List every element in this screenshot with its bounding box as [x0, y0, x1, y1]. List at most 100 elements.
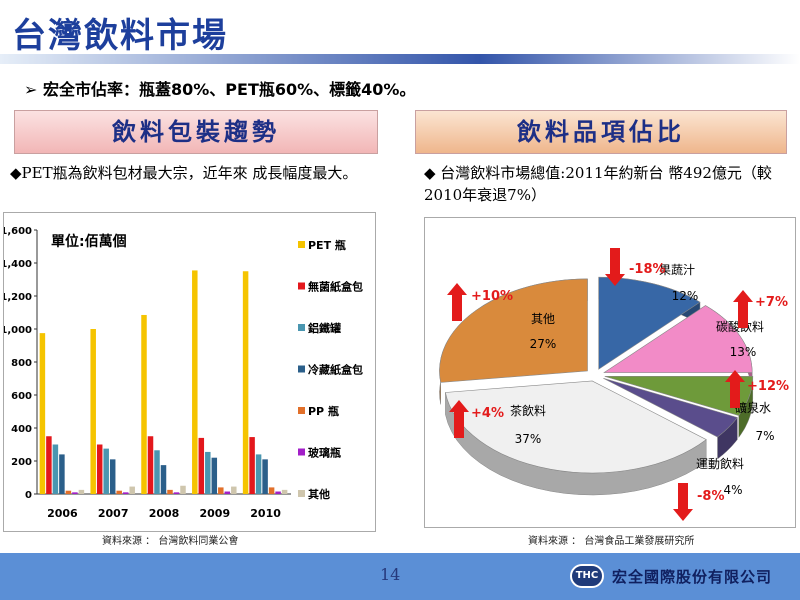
company-logo: THC — [570, 564, 604, 588]
legend-swatch — [298, 448, 305, 456]
bar-2009-冷藏紙盒包 — [211, 457, 218, 494]
bar-2010-無菌紙盒包 — [249, 437, 255, 494]
y-tick-label: 1,200 — [4, 292, 32, 303]
pie-tops — [439, 276, 754, 474]
bar-2007-冷藏紙盒包 — [109, 459, 116, 494]
bar-2008-冷藏紙盒包 — [160, 465, 167, 494]
unit-annotation: 單位:佰萬個 — [51, 233, 127, 250]
bar-2007-鋁鐵罐 — [103, 448, 109, 494]
x-tick-label: 2010 — [250, 507, 281, 520]
pie-percent: 4% — [723, 483, 742, 497]
legend-swatch — [298, 282, 305, 290]
bar-2007-其他 — [129, 486, 135, 494]
bar-2009-鋁鐵罐 — [205, 451, 211, 494]
pie-slice-果蔬汁 — [598, 276, 701, 370]
pie-change-label: -8% — [697, 489, 724, 504]
bar-2006-PP 瓶 — [65, 490, 72, 494]
legend-swatch — [298, 490, 305, 497]
bar-2008-玻璃瓶 — [173, 492, 180, 494]
packaging-bar-chart-panel: 0 200 400 600 800 1,000 1,200 1,400 1,600 單位:佰萬個 2… — [0, 212, 376, 532]
pie-label: 茶飲料 — [510, 403, 546, 418]
page-number: 14 — [380, 565, 401, 584]
packaging-trend-bullet: ◆PET瓶為飲料包材最大宗，近年來 成長幅度最大。 — [10, 164, 358, 182]
market-share-line: ➢ 宏全市佔率：瓶蓋80%、PET瓶60%、標籤40%。 — [24, 76, 415, 100]
bar-2010-玻璃瓶 — [275, 491, 281, 494]
packaging-bar-chart: 0 200 400 600 800 1,000 1,200 1,400 1,600 單位:佰萬個 2… — [0, 226, 363, 520]
bar-2006-無菌紙盒包 — [46, 436, 52, 494]
bar-2008-其他 — [180, 485, 186, 494]
pie-change-label: +7% — [755, 295, 788, 310]
bar-2010-其他 — [281, 489, 288, 494]
pie-label: 果蔬汁 — [659, 263, 695, 277]
bar-2010-PP 瓶 — [268, 487, 275, 494]
pie-slice-運動飲料 — [603, 378, 738, 438]
source-note-left: 資料來源 ： 台灣飲料同業公會 — [102, 536, 239, 547]
market-share-text: 宏全市佔率：瓶蓋80%、PET瓶60%、標籤40%。 — [42, 80, 416, 99]
pie-percent: 12% — [672, 289, 699, 303]
pie-label: 運動飲料 — [696, 456, 744, 471]
bar-2009-PP 瓶 — [218, 487, 224, 494]
company-name: 宏全國際股份有限公司 — [612, 568, 773, 586]
pie-label: 其他 — [531, 312, 555, 326]
arrow-bullet-icon: ➢ — [24, 80, 38, 99]
x-tick-label: 2007 — [98, 507, 129, 520]
pie-slice-碳酸飲料 — [603, 305, 753, 373]
legend-label: 無菌紙盒包 — [308, 280, 363, 294]
y-tick-label: 1,400 — [4, 259, 32, 270]
bar-2010-冷藏紙盒包 — [262, 459, 268, 494]
bar-2007-無菌紙盒包 — [96, 444, 103, 494]
y-tick-label: 0 — [25, 490, 32, 501]
y-tick-label: 400 — [11, 424, 32, 435]
pie-change-label: +4% — [471, 406, 504, 421]
bar-2009-PET 瓶 — [192, 270, 198, 494]
pie-label: 礦泉水 — [735, 400, 771, 415]
pie-change-label: +12% — [747, 379, 789, 394]
packaging-trend-header: 飲料包裝趨勢 — [14, 110, 378, 154]
beverage-pie-chart: 果蔬汁12%-18%碳酸飲料13%+7%礦泉水7%+12%運動飲料4%-8%茶飲… — [439, 248, 789, 521]
up-arrow-icon — [449, 400, 469, 438]
bar-2008-無菌紙盒包 — [147, 436, 154, 494]
legend-swatch — [298, 365, 305, 373]
bar-2006-PET 瓶 — [39, 333, 46, 494]
source-note-right: 資料來源 ： 台灣食品工業發展研究所 — [528, 536, 695, 547]
pie-change-label: -18% — [629, 262, 666, 277]
down-arrow-icon — [673, 483, 693, 521]
bar-2009-玻璃瓶 — [224, 491, 231, 494]
bar-2006-冷藏紙盒包 — [59, 454, 65, 494]
up-arrow-icon — [447, 283, 467, 321]
page-title: 台灣飲料市場 — [12, 16, 228, 56]
bar-2009-無菌紙盒包 — [198, 437, 205, 494]
bar-2008-PET 瓶 — [141, 314, 147, 494]
y-tick-label: 1,000 — [4, 325, 32, 336]
legend-label: 冷藏紙盒包 — [308, 363, 363, 377]
x-tick-label: 2008 — [149, 507, 180, 520]
up-arrow-icon — [733, 290, 753, 328]
bar-2009-其他 — [231, 486, 237, 494]
change-arrow-shape — [725, 370, 745, 408]
change-arrow-shape — [447, 283, 467, 321]
pie-slice-其他 — [439, 278, 588, 383]
x-tick-label: 2009 — [199, 507, 230, 520]
pie-percent: 27% — [530, 337, 557, 351]
bar-2006-鋁鐵罐 — [52, 444, 59, 494]
pie-percent: 7% — [755, 429, 774, 443]
pie-slice-礦泉水 — [604, 376, 754, 416]
bar-2006-其他 — [78, 489, 85, 494]
bar-2010-鋁鐵罐 — [255, 454, 262, 494]
legend-label: 其他 — [308, 487, 330, 501]
footer-bar — [0, 553, 800, 600]
legend-label: PET 瓶 — [308, 238, 346, 252]
pie-change-label: +10% — [471, 289, 513, 304]
legend-swatch — [298, 324, 305, 331]
bar-2008-PP 瓶 — [167, 489, 173, 494]
pie-percent: 37% — [515, 432, 542, 446]
bar-2007-PET 瓶 — [90, 329, 96, 494]
up-arrow-icon — [725, 370, 745, 408]
bar-2008-鋁鐵罐 — [154, 450, 160, 494]
change-arrow-shape — [449, 400, 469, 438]
bar-2006-玻璃瓶 — [72, 492, 78, 494]
x-tick-label: 2006 — [47, 507, 78, 520]
title-underline-bar — [0, 54, 800, 64]
down-arrow-icon — [605, 248, 625, 286]
legend-label: 玻璃瓶 — [308, 446, 341, 460]
